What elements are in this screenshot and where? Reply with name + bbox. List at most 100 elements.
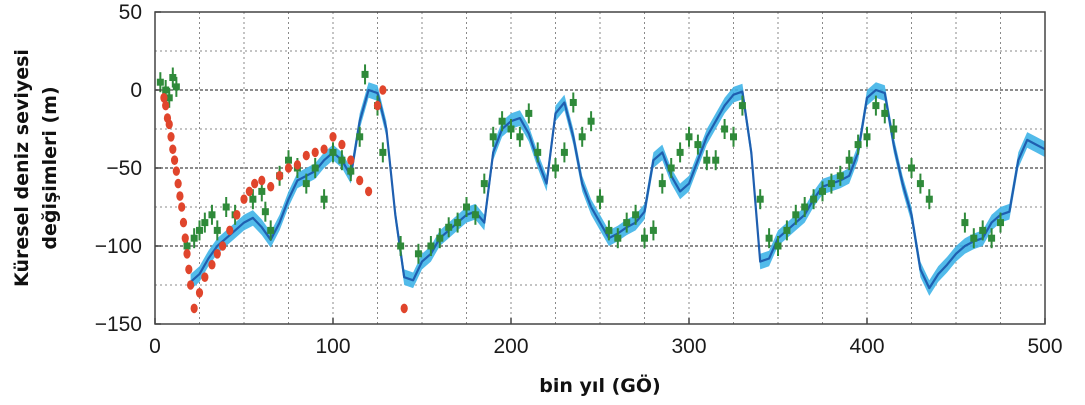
point-marker [414, 250, 422, 258]
point-marker [649, 226, 657, 234]
red-point [176, 191, 184, 201]
green-point [311, 158, 319, 178]
red-point [284, 163, 293, 173]
point-marker [765, 234, 773, 242]
point-marker [285, 156, 292, 164]
x-tick-label: 400 [849, 335, 884, 358]
x-tick-label: 300 [671, 335, 706, 358]
point-marker [641, 234, 648, 242]
point-marker [756, 195, 764, 203]
green-point [196, 220, 203, 241]
point-marker [916, 180, 924, 188]
green-point [694, 134, 702, 155]
point-marker [658, 180, 666, 188]
point-marker [258, 187, 266, 195]
green-point [338, 150, 346, 171]
point-marker [836, 172, 844, 180]
green-point [525, 103, 533, 124]
green-point [222, 197, 230, 217]
green-point [208, 204, 216, 225]
green-point [190, 228, 198, 249]
green-point [605, 220, 613, 241]
point-marker [498, 117, 506, 125]
y-tick-label: 0 [130, 79, 142, 102]
green-point [414, 243, 422, 264]
red-point [183, 249, 191, 259]
green-point [997, 212, 1004, 233]
point-marker [338, 156, 346, 164]
y-tick-label: 50 [119, 1, 142, 24]
red-point [347, 155, 355, 165]
red-point [167, 132, 175, 142]
point-marker [596, 195, 604, 203]
red-point [208, 259, 216, 270]
red-data-points [160, 85, 408, 314]
point-marker [507, 125, 515, 133]
green-point [819, 181, 826, 202]
green-point [516, 126, 524, 147]
green-point [863, 126, 871, 147]
point-marker [463, 203, 470, 211]
point-marker [267, 226, 275, 234]
point-marker [445, 223, 453, 231]
green-point [801, 197, 809, 217]
point-marker [249, 195, 257, 203]
green-point [534, 142, 542, 163]
green-point [267, 220, 275, 241]
green-point [249, 189, 257, 210]
red-point [267, 181, 275, 192]
green-point [872, 95, 880, 116]
red-point [169, 144, 177, 155]
x-axis-ticks: 0 100 200 300 400 500 [149, 318, 1063, 358]
green-point [632, 204, 640, 225]
red-point [160, 93, 168, 103]
green-point [560, 142, 568, 163]
point-marker [347, 167, 355, 175]
point-marker [169, 74, 177, 82]
red-point [219, 241, 227, 251]
y-axis-ticks: −150 −100 −50 0 50 [95, 1, 161, 336]
green-point [685, 126, 693, 147]
green-point [489, 126, 497, 147]
green-point [596, 189, 604, 210]
green-point [730, 126, 737, 147]
point-marker [970, 234, 978, 242]
point-marker [222, 203, 230, 211]
green-point [587, 111, 595, 132]
point-marker [676, 148, 684, 156]
red-point [320, 144, 328, 155]
point-marker [311, 164, 319, 172]
red-point [356, 175, 364, 186]
point-marker [560, 148, 568, 156]
y-tick-label: −150 [95, 313, 142, 336]
green-point [463, 197, 470, 217]
red-point [311, 147, 319, 158]
green-point [658, 173, 666, 194]
green-point [961, 212, 969, 233]
point-marker [213, 226, 221, 234]
green-point [845, 150, 853, 171]
red-point [190, 303, 198, 314]
green-point [302, 173, 310, 194]
point-marker [261, 208, 269, 216]
point-marker [863, 133, 871, 141]
x-axis-title: bin yıl (GÖ) [539, 373, 660, 397]
point-marker [810, 195, 818, 203]
y-tick-label: −100 [95, 235, 142, 258]
point-marker [738, 102, 746, 110]
point-marker [792, 211, 800, 219]
point-marker [730, 133, 737, 141]
green-point [854, 134, 862, 155]
green-point [988, 228, 996, 249]
green-point [156, 72, 164, 93]
red-point [400, 303, 408, 314]
point-marker [436, 234, 444, 242]
red-point [365, 186, 373, 197]
point-marker [379, 148, 387, 156]
point-marker [961, 219, 969, 227]
red-point [187, 280, 195, 290]
green-point [623, 212, 631, 233]
green-point [676, 142, 684, 163]
green-point [552, 158, 559, 178]
